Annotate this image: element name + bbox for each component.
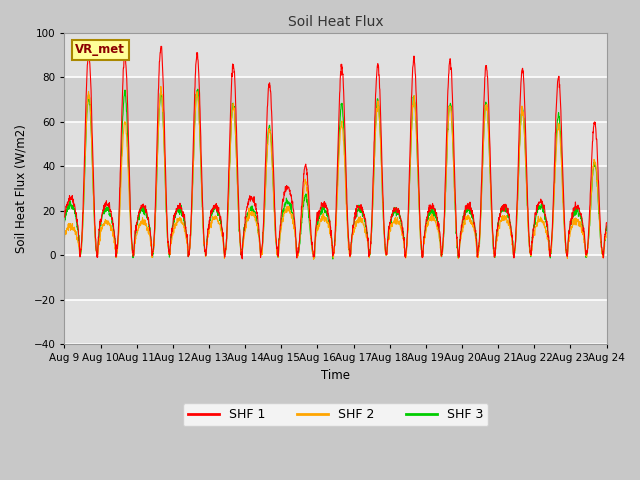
- Bar: [65, 33, 607, 77]
- Bar: [65, 166, 607, 211]
- Y-axis label: Soil Heat Flux (W/m2): Soil Heat Flux (W/m2): [15, 124, 28, 253]
- Legend: SHF 1, SHF 2, SHF 3: SHF 1, SHF 2, SHF 3: [183, 403, 488, 426]
- Bar: [65, 300, 607, 344]
- X-axis label: Time: Time: [321, 369, 350, 382]
- Text: VR_met: VR_met: [76, 43, 125, 56]
- Bar: [65, 255, 607, 300]
- Bar: [65, 77, 607, 122]
- Bar: [65, 211, 607, 255]
- Bar: [65, 122, 607, 166]
- Title: Soil Heat Flux: Soil Heat Flux: [288, 15, 383, 29]
